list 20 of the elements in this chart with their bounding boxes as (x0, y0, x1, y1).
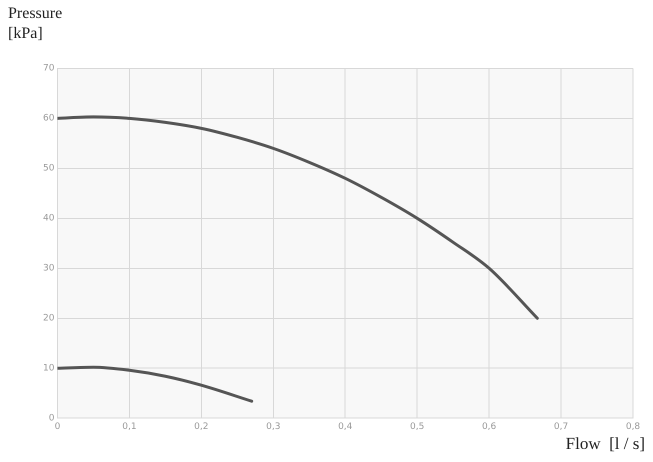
x-tick-label: 0,7 (554, 422, 568, 432)
x-tick-label: 0,8 (626, 422, 640, 432)
line-series (57, 366, 254, 403)
y-tick-label: 20 (43, 314, 55, 324)
x-tick-label: 0,5 (410, 422, 424, 432)
x-tick-label: 0,3 (266, 422, 280, 432)
y-tick-label: 50 (43, 164, 55, 174)
x-tick-label: 0,6 (482, 422, 497, 432)
y-tick-label: 60 (43, 114, 55, 124)
y-tick-label: 0 (48, 414, 55, 424)
line-series (57, 115, 539, 320)
y-tick-label: 70 (43, 64, 55, 74)
y-tick-label: 30 (43, 264, 55, 274)
x-tick-label: 0,2 (194, 422, 209, 432)
y-axis-title: Pressure [kPa] (8, 4, 62, 44)
x-tick-label: 0,4 (338, 422, 353, 432)
x-tick-label: 0,1 (122, 422, 137, 432)
x-axis-title: Flow [l / s] (566, 434, 645, 454)
y-tick-label: 10 (43, 364, 55, 374)
y-tick-label: 40 (43, 214, 55, 224)
